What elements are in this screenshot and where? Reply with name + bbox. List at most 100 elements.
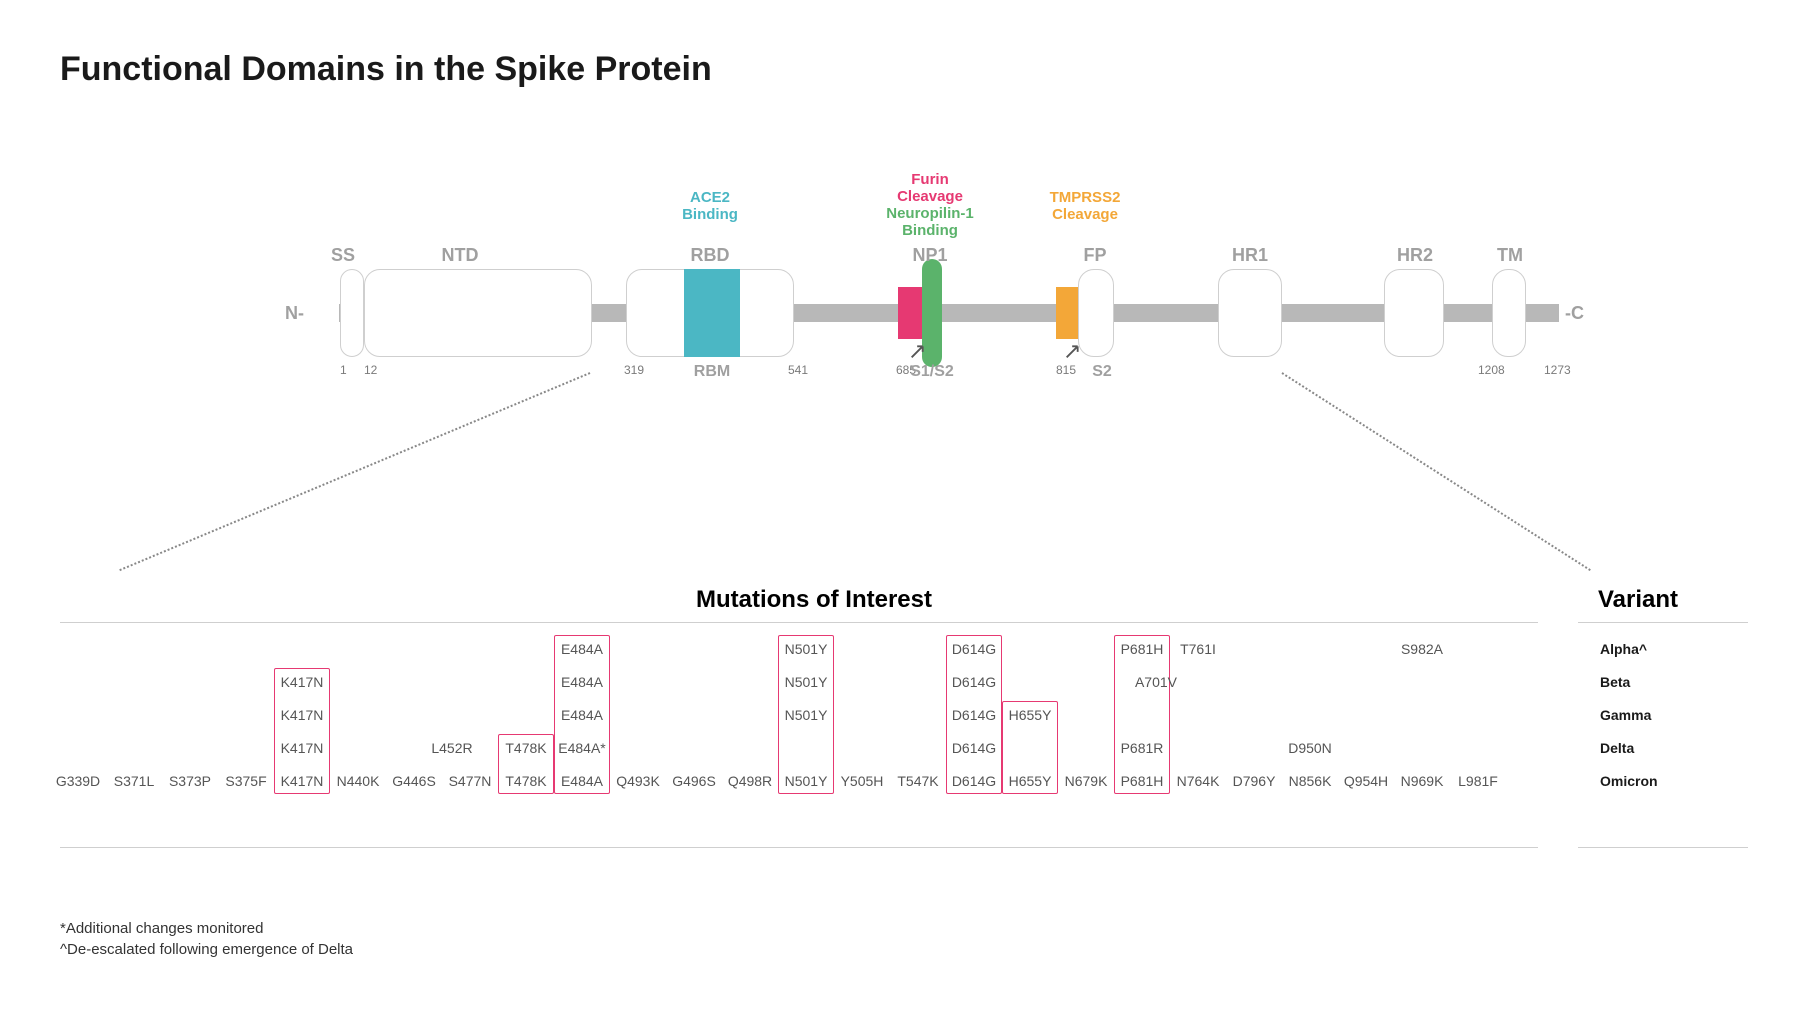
mutation-cell: K417N <box>277 773 327 789</box>
domain-label: FP <box>1065 245 1125 266</box>
functional-label: ACE2 Binding <box>640 189 780 224</box>
sub-label: S1/S2 <box>902 363 962 381</box>
domain-label: NTD <box>430 245 490 266</box>
mutation-cell: K417N <box>277 674 327 690</box>
mutation-cell: Y505H <box>837 773 887 789</box>
mutation-cell: N856K <box>1285 773 1335 789</box>
footnotes: *Additional changes monitored ^De-escalat… <box>60 920 353 962</box>
mutation-cell: G496S <box>669 773 719 789</box>
cleavage-arrow-icon <box>1063 339 1085 361</box>
mutation-cell: P681H <box>1117 773 1167 789</box>
mutation-cell: N501Y <box>781 674 831 690</box>
mutation-cell: P681H <box>1117 641 1167 657</box>
variant-title: Variant <box>1568 586 1748 614</box>
position-label: 319 <box>624 363 644 377</box>
mutation-cell: E484A <box>557 773 607 789</box>
mutation-cell: N969K <box>1397 773 1447 789</box>
mutation-cell: D614G <box>949 773 999 789</box>
mutation-cell: P681R <box>1117 740 1167 756</box>
HR1-box <box>1218 269 1282 357</box>
mutation-cell: N501Y <box>781 641 831 657</box>
table-titles: Mutations of Interest Variant <box>60 586 1748 614</box>
cleavage-arrow-icon <box>908 339 930 361</box>
mutation-cell: T761I <box>1173 641 1223 657</box>
sub-label: S2 <box>1072 363 1132 381</box>
mutation-cell: A701V <box>1131 674 1181 690</box>
sub-label: RBM <box>682 363 742 381</box>
mutations-title: Mutations of Interest <box>60 586 1568 614</box>
mutation-cell: E484A* <box>557 740 607 756</box>
zoom-connector <box>1281 372 1590 571</box>
mutation-cell: Q493K <box>613 773 663 789</box>
mutation-cell: D950N <box>1285 740 1335 756</box>
position-label: 541 <box>788 363 808 377</box>
mutation-cell: K417N <box>277 707 327 723</box>
functional-label: Neuropilin-1 Binding <box>860 205 1000 240</box>
mutation-cell: Q954H <box>1341 773 1391 789</box>
mutation-cell: K417N <box>277 740 327 756</box>
mutation-cell: E484A <box>557 707 607 723</box>
mutation-cell: T478K <box>501 773 551 789</box>
mutation-cell: L981F <box>1453 773 1503 789</box>
mutation-cell: S375F <box>221 773 271 789</box>
n-terminus-label: N- <box>285 303 304 324</box>
mutation-cell: S982A <box>1397 641 1447 657</box>
RBM-block <box>684 269 740 357</box>
position-label: 12 <box>364 363 377 377</box>
footnote-line: *Additional changes monitored <box>60 920 353 937</box>
mutation-cell: H655Y <box>1005 773 1055 789</box>
mutation-grid: E484A N501Y D614G P681H T761I S982A Alpha^ K417… <box>60 641 1748 821</box>
mutation-cell: S371L <box>109 773 159 789</box>
mutation-cell: G446S <box>389 773 439 789</box>
NTD-box <box>364 269 592 357</box>
domain-label: HR1 <box>1220 245 1280 266</box>
domain-label: SS <box>313 245 373 266</box>
mutation-cell: N501Y <box>781 773 831 789</box>
mutation-cell: D614G <box>949 707 999 723</box>
HR2-box <box>1384 269 1444 357</box>
domain-label: HR2 <box>1385 245 1445 266</box>
domain-label: RBD <box>680 245 740 266</box>
mutation-cell: S477N <box>445 773 495 789</box>
mutation-cell: Q498R <box>725 773 775 789</box>
mutation-cell: N764K <box>1173 773 1223 789</box>
mutation-cell: T478K <box>501 740 551 756</box>
c-terminus-label: -C <box>1565 303 1584 324</box>
protein-diagram: N- -C ACE2 Binding Furin CleavageNeuropilin… <box>60 139 1748 509</box>
SS-box <box>340 269 364 357</box>
mutation-cell: L452R <box>427 740 477 756</box>
variant-name: Alpha^ <box>1600 641 1750 657</box>
zoom-connector <box>120 372 591 571</box>
mutation-cell: D614G <box>949 740 999 756</box>
mutation-cell: D796Y <box>1229 773 1279 789</box>
mutation-highlight <box>1114 635 1170 794</box>
mutation-cell: T547K <box>893 773 943 789</box>
mutation-cell: G339D <box>53 773 103 789</box>
position-label: 1208 <box>1478 363 1505 377</box>
mutation-cell: D614G <box>949 674 999 690</box>
variant-name: Beta <box>1600 674 1750 690</box>
variant-name: Delta <box>1600 740 1750 756</box>
mutation-cell: D614G <box>949 641 999 657</box>
footnote-line: ^De-escalated following emergence of Del… <box>60 941 353 958</box>
variant-name: Gamma <box>1600 707 1750 723</box>
mutation-cell: H655Y <box>1005 707 1055 723</box>
mutation-cell: N679K <box>1061 773 1111 789</box>
mutation-cell: N440K <box>333 773 383 789</box>
mutation-cell: S373P <box>165 773 215 789</box>
page-title: Functional Domains in the Spike Protein <box>60 50 1748 89</box>
mutation-cell: N501Y <box>781 707 831 723</box>
variant-name: Omicron <box>1600 773 1750 789</box>
functional-label: TMPRSS2 Cleavage <box>1015 189 1155 224</box>
functional-label: Furin Cleavage <box>860 171 1000 206</box>
domain-label: TM <box>1480 245 1540 266</box>
TM-box <box>1492 269 1526 357</box>
position-label: 1 <box>340 363 347 377</box>
furin-block <box>898 287 922 339</box>
mutation-cell: E484A <box>557 674 607 690</box>
mutations-table: Mutations of Interest Variant E484A N501Y… <box>60 586 1748 848</box>
domain-label: NP1 <box>900 245 960 266</box>
mutation-cell: E484A <box>557 641 607 657</box>
position-label: 1273 <box>1544 363 1571 377</box>
tmprss2-block <box>1056 287 1078 339</box>
